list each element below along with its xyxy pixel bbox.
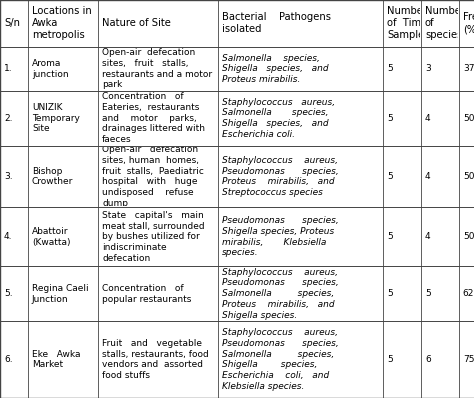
Text: 6.: 6. <box>4 355 13 364</box>
Text: 4: 4 <box>425 114 430 123</box>
Text: 3: 3 <box>425 64 431 73</box>
Text: 50: 50 <box>463 232 474 241</box>
Text: Frequency
(%): Frequency (%) <box>463 12 474 35</box>
Text: State   capital's   main
meat stall, surrounded
by bushes utilized for
indiscrim: State capital's main meat stall, surroun… <box>102 211 205 263</box>
Text: 4: 4 <box>425 232 430 241</box>
Text: Open-air   defecation
sites, human  homes,
fruit  stalls,  Paediatric
hospital  : Open-air defecation sites, human homes, … <box>102 145 204 208</box>
Text: Staphylococcus    aureus,
Pseudomonas      species,
Proteus    mirabilis,   and
: Staphylococcus aureus, Pseudomonas speci… <box>222 156 339 197</box>
Text: Fruit   and   vegetable
stalls, restaurants, food
vendors and  assorted
food stu: Fruit and vegetable stalls, restaurants,… <box>102 339 209 380</box>
Text: 5.: 5. <box>4 289 13 298</box>
Text: 5: 5 <box>387 114 393 123</box>
Text: Staphylococcus    aureus,
Pseudomonas      species,
Salmonella         species,
: Staphylococcus aureus, Pseudomonas speci… <box>222 328 339 391</box>
Text: 4.: 4. <box>4 232 12 241</box>
Text: 4: 4 <box>425 172 430 181</box>
Text: Salmonella    species,
Shigella   species,   and
Proteus mirabilis.: Salmonella species, Shigella species, an… <box>222 54 328 84</box>
Text: Number
of
species: Number of species <box>425 6 465 41</box>
Text: Concentration   of
Eateries,  restaurants
and    motor    parks,
drainages litte: Concentration of Eateries, restaurants a… <box>102 92 205 144</box>
Text: Eke   Awka
Market: Eke Awka Market <box>32 350 81 369</box>
Text: Staphylococcus   aureus,
Salmonella       species,
Shigella   species,   and
Esc: Staphylococcus aureus, Salmonella specie… <box>222 98 335 139</box>
Text: UNIZIK
Temporary
Site: UNIZIK Temporary Site <box>32 103 80 133</box>
Text: 5: 5 <box>387 232 393 241</box>
Text: 62.5: 62.5 <box>463 289 474 298</box>
Text: Pseudomonas      species,
Shigella species, Proteus
mirabilis,       Klebsiella
: Pseudomonas species, Shigella species, P… <box>222 216 339 258</box>
Text: 37.5: 37.5 <box>463 64 474 73</box>
Text: 5: 5 <box>387 289 393 298</box>
Text: 6: 6 <box>425 355 431 364</box>
Text: 1.: 1. <box>4 64 13 73</box>
Text: Locations in
Awka
metropolis: Locations in Awka metropolis <box>32 6 91 41</box>
Text: Nature of Site: Nature of Site <box>102 18 171 29</box>
Text: Open-air  defecation
sites,   fruit   stalls,
restaurants and a motor
park: Open-air defecation sites, fruit stalls,… <box>102 48 212 90</box>
Text: 50: 50 <box>463 114 474 123</box>
Text: 50: 50 <box>463 172 474 181</box>
Text: 5: 5 <box>387 172 393 181</box>
Text: Aroma
junction: Aroma junction <box>32 59 69 79</box>
Text: Bishop
Crowther: Bishop Crowther <box>32 167 73 186</box>
Text: Bacterial    Pathogens
isolated: Bacterial Pathogens isolated <box>222 12 331 35</box>
Text: 75: 75 <box>463 355 474 364</box>
Text: 3.: 3. <box>4 172 13 181</box>
Text: 5: 5 <box>387 64 393 73</box>
Text: Regina Caeli
Junction: Regina Caeli Junction <box>32 284 89 304</box>
Text: Abattoir
(Kwatta): Abattoir (Kwatta) <box>32 227 71 247</box>
Text: S/n: S/n <box>4 18 20 29</box>
Text: 5: 5 <box>387 355 393 364</box>
Text: Concentration   of
popular restaurants: Concentration of popular restaurants <box>102 284 191 304</box>
Text: 2.: 2. <box>4 114 12 123</box>
Text: Staphylococcus    aureus,
Pseudomonas      species,
Salmonella         species,
: Staphylococcus aureus, Pseudomonas speci… <box>222 268 339 320</box>
Text: 5: 5 <box>425 289 431 298</box>
Text: Number
of  Times
Sampled: Number of Times Sampled <box>387 6 432 41</box>
